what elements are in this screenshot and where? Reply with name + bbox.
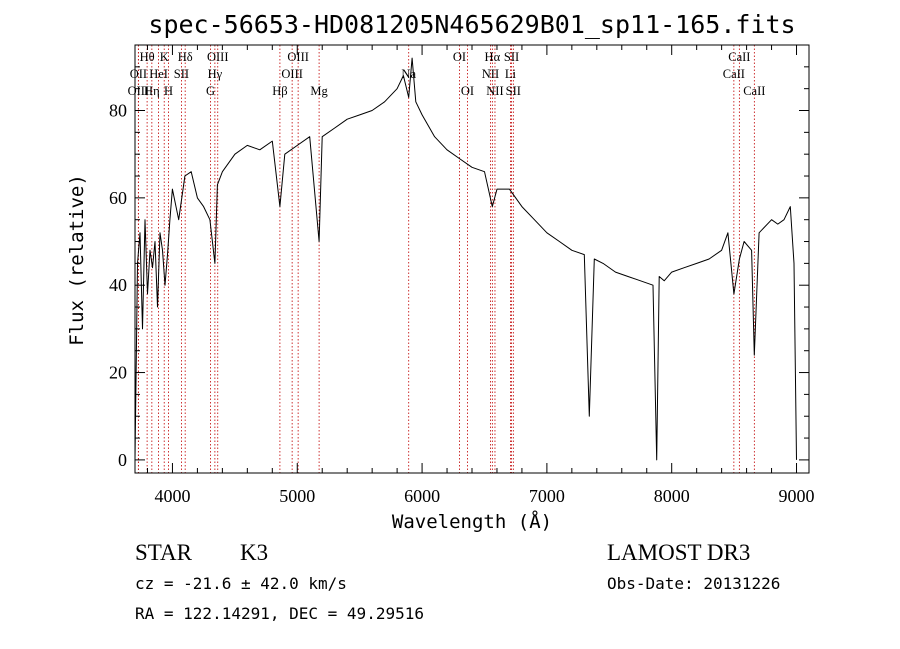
spectral-line-label: SII xyxy=(174,67,189,81)
x-tick-label: 4000 xyxy=(154,486,190,506)
spectral-line-label: Hα xyxy=(485,50,501,64)
survey-name: LAMOST DR3 xyxy=(607,540,750,565)
spectral-line-label: OIII xyxy=(207,50,229,64)
x-axis-ticks: 4000 5000 6000 7000 8000 9000 xyxy=(146,45,815,506)
spectral-line-label: SII xyxy=(504,50,519,64)
y-axis-ticks: 0 20 40 60 80 xyxy=(109,66,809,470)
spectral-line-label: H xyxy=(164,84,173,98)
spectral-line-label: OI xyxy=(453,50,466,64)
spectral-line-label: Hβ xyxy=(272,84,287,98)
spectral-line-label: OI xyxy=(461,84,474,98)
spectral-line-label: G xyxy=(206,84,215,98)
x-tick-label: 7000 xyxy=(529,486,565,506)
y-tick-label: 60 xyxy=(109,188,127,208)
spectral-line-label: Hη xyxy=(144,84,160,98)
spectral-line-label: Hγ xyxy=(208,67,223,81)
spectral-line-label: OIII xyxy=(287,50,309,64)
spectral-line-label: OIII xyxy=(281,67,303,81)
spectral-line-label: Mg xyxy=(310,84,328,98)
obs-date-text: Obs-Date: 20131226 xyxy=(607,574,780,593)
spectral-line-label: CaII xyxy=(743,84,765,98)
y-tick-label: 40 xyxy=(109,275,127,295)
x-tick-label: 8000 xyxy=(654,486,690,506)
y-axis-label: Flux (relative) xyxy=(66,174,88,346)
chart-title: spec-56653-HD081205N465629B01_sp11-165.f… xyxy=(148,10,795,39)
spectral-line-label: CaII xyxy=(723,67,745,81)
redshift-text: cz = -21.6 ± 42.0 km/s xyxy=(135,574,347,593)
spectral-line-label: CaII xyxy=(728,50,750,64)
spectral-line-label: OII xyxy=(130,67,147,81)
coordinates-text: RA = 122.14291, DEC = 49.29516 xyxy=(135,604,424,623)
y-tick-label: 0 xyxy=(118,450,127,470)
x-tick-label: 6000 xyxy=(404,486,440,506)
spectral-line-markers xyxy=(137,45,755,473)
x-tick-label: 9000 xyxy=(779,486,815,506)
spectral-line-label: Hθ xyxy=(140,50,155,64)
spectrum-line xyxy=(134,57,797,461)
spectral-line-label: NII xyxy=(482,67,499,81)
spectral-line-label: SII xyxy=(506,84,521,98)
spectral-line-label: Li xyxy=(505,67,517,81)
spectral-line-label: K xyxy=(160,50,169,64)
spectral-line-label: Hδ xyxy=(178,50,193,64)
spectral-line-label: HeI xyxy=(149,67,168,81)
x-tick-label: 5000 xyxy=(279,486,315,506)
y-tick-label: 80 xyxy=(109,101,127,121)
spectral-line-label: NII xyxy=(486,84,503,98)
y-tick-label: 20 xyxy=(109,363,127,383)
object-class: STAR xyxy=(135,540,193,565)
x-axis-label: Wavelength (Å) xyxy=(392,510,552,533)
spectral-line-label: OIII xyxy=(128,84,150,98)
object-subclass: K3 xyxy=(240,540,268,565)
